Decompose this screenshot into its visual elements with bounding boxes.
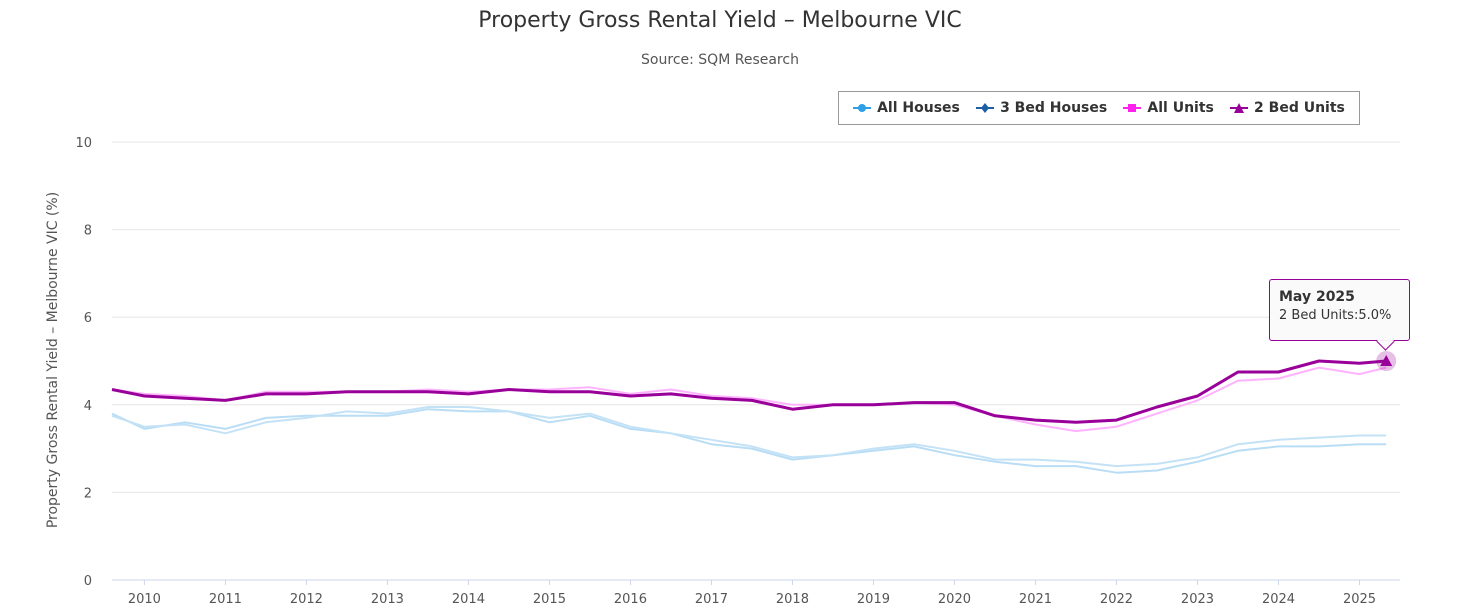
circle-marker-icon: [853, 104, 872, 112]
x-tick-label: 2023: [1181, 592, 1214, 607]
x-tick-label: 2014: [452, 592, 485, 607]
legend: All Houses 3 Bed Houses All Units 2 Bed …: [838, 91, 1360, 125]
legend-label: All Units: [1147, 100, 1214, 116]
diamond-marker-icon: [976, 103, 995, 113]
legend-item-all-units[interactable]: All Units: [1123, 100, 1214, 116]
x-tick-label: 2012: [290, 592, 323, 607]
x-tick-label: 2018: [776, 592, 809, 607]
y-tick-label: 0: [84, 574, 92, 589]
chart-subtitle: Source: SQM Research: [641, 52, 799, 68]
square-marker-icon: [1123, 104, 1142, 112]
tooltip-value: 2 Bed Units:5.0%: [1279, 308, 1392, 323]
x-tick-label: 2016: [614, 592, 647, 607]
x-tick-label: 2015: [533, 592, 566, 607]
y-tick-label: 10: [75, 136, 92, 151]
legend-label: 3 Bed Houses: [1000, 100, 1108, 116]
tooltip-title: May 2025: [1279, 289, 1355, 305]
y-tick-label: 4: [84, 399, 92, 414]
y-tick-label: 2: [84, 486, 92, 501]
x-tick-label: 2013: [371, 592, 404, 607]
x-tick-label: 2021: [1019, 592, 1052, 607]
legend-label: All Houses: [877, 100, 960, 116]
legend-item-all-houses[interactable]: All Houses: [853, 100, 960, 116]
x-tick-label: 2011: [209, 592, 242, 607]
x-tick-label: 2017: [695, 592, 728, 607]
x-tick-label: 2019: [857, 592, 890, 607]
x-tick-label: 2020: [938, 592, 971, 607]
triangle-marker-icon: [1230, 103, 1249, 113]
legend-item-3-bed-houses[interactable]: 3 Bed Houses: [976, 100, 1107, 116]
hover-point-marker[interactable]: [1380, 355, 1393, 366]
x-tick-label: 2025: [1343, 592, 1376, 607]
y-tick-label: 8: [84, 224, 92, 239]
series-line-3-bed-houses[interactable]: [111, 406, 1387, 468]
x-tick-label: 2010: [128, 592, 161, 607]
legend-label: 2 Bed Units: [1254, 100, 1345, 116]
x-tick-label: 2024: [1262, 592, 1295, 607]
legend-item-2-bed-units[interactable]: 2 Bed Units: [1230, 100, 1345, 116]
series-line-2-bed-units[interactable]: [111, 359, 1387, 424]
chart-title: Property Gross Rental Yield – Melbourne …: [478, 8, 962, 33]
tooltip: May 2025 2 Bed Units:5.0%: [1269, 279, 1410, 341]
x-tick-label: 2022: [1100, 592, 1133, 607]
y-tick-label: 6: [84, 311, 92, 326]
